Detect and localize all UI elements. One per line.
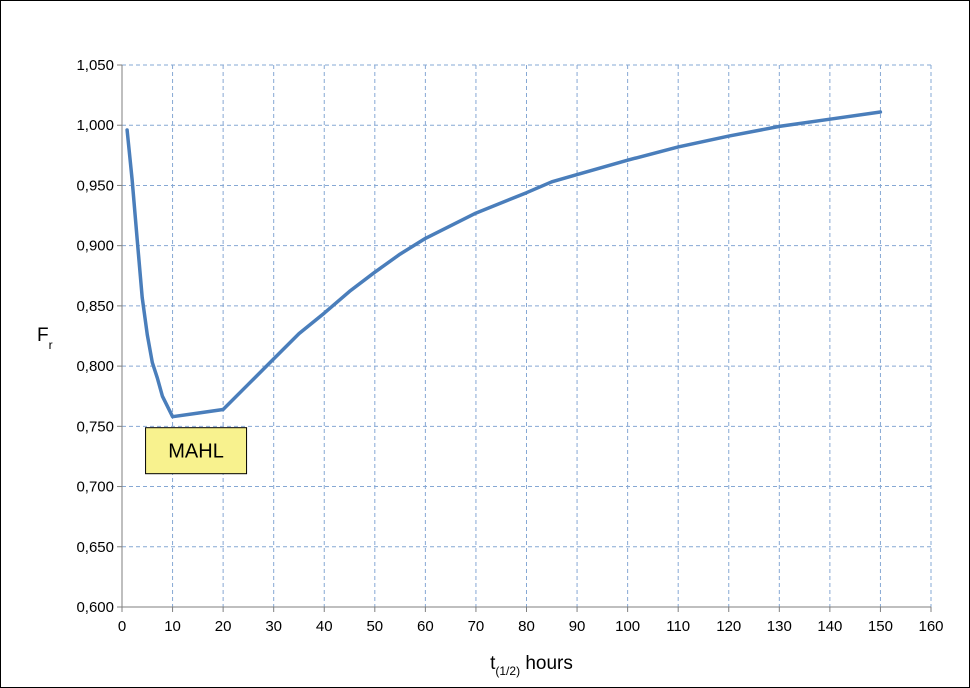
x-tick-label: 50	[366, 618, 383, 635]
x-tick-label: 20	[215, 618, 232, 635]
x-tick-label: 150	[868, 618, 893, 635]
y-tick-label: 0,600	[76, 599, 114, 616]
plot-area	[122, 65, 931, 607]
x-tick-label: 80	[518, 618, 535, 635]
x-tick-label: 0	[118, 618, 126, 635]
x-tick-label: 30	[265, 618, 282, 635]
y-tick-label: 0,850	[76, 298, 114, 315]
x-tick-label: 100	[615, 618, 640, 635]
y-tick-label: 1,000	[76, 117, 114, 134]
x-tick-label: 120	[716, 618, 741, 635]
annotation-mahl: MAHL	[145, 427, 248, 475]
x-tick-label: 60	[417, 618, 434, 635]
y-tick-label: 0,800	[76, 358, 114, 375]
x-tick-label: 70	[468, 618, 485, 635]
x-tick-label: 10	[164, 618, 181, 635]
x-tick-label: 130	[767, 618, 792, 635]
y-axis-title: Fr	[37, 325, 53, 352]
x-tick-label: 110	[666, 618, 690, 635]
x-tick-label: 140	[817, 618, 842, 635]
x-tick-label: 40	[316, 618, 333, 635]
y-tick-label: 0,650	[76, 539, 114, 556]
y-tick-label: 0,900	[76, 238, 114, 255]
annotation-box	[145, 427, 248, 475]
y-tick-label: 0,950	[76, 177, 114, 194]
y-tick-label: 0,750	[76, 418, 114, 435]
y-tick-label: 0,700	[76, 479, 114, 496]
x-tick-label: 160	[918, 618, 943, 635]
x-axis-title: t(1/2) hours	[490, 653, 573, 678]
x-tick-label: 90	[569, 618, 586, 635]
series-line	[125, 110, 883, 419]
annotation-label: MAHL	[168, 441, 224, 463]
y-tick-label: 1,050	[76, 57, 114, 74]
